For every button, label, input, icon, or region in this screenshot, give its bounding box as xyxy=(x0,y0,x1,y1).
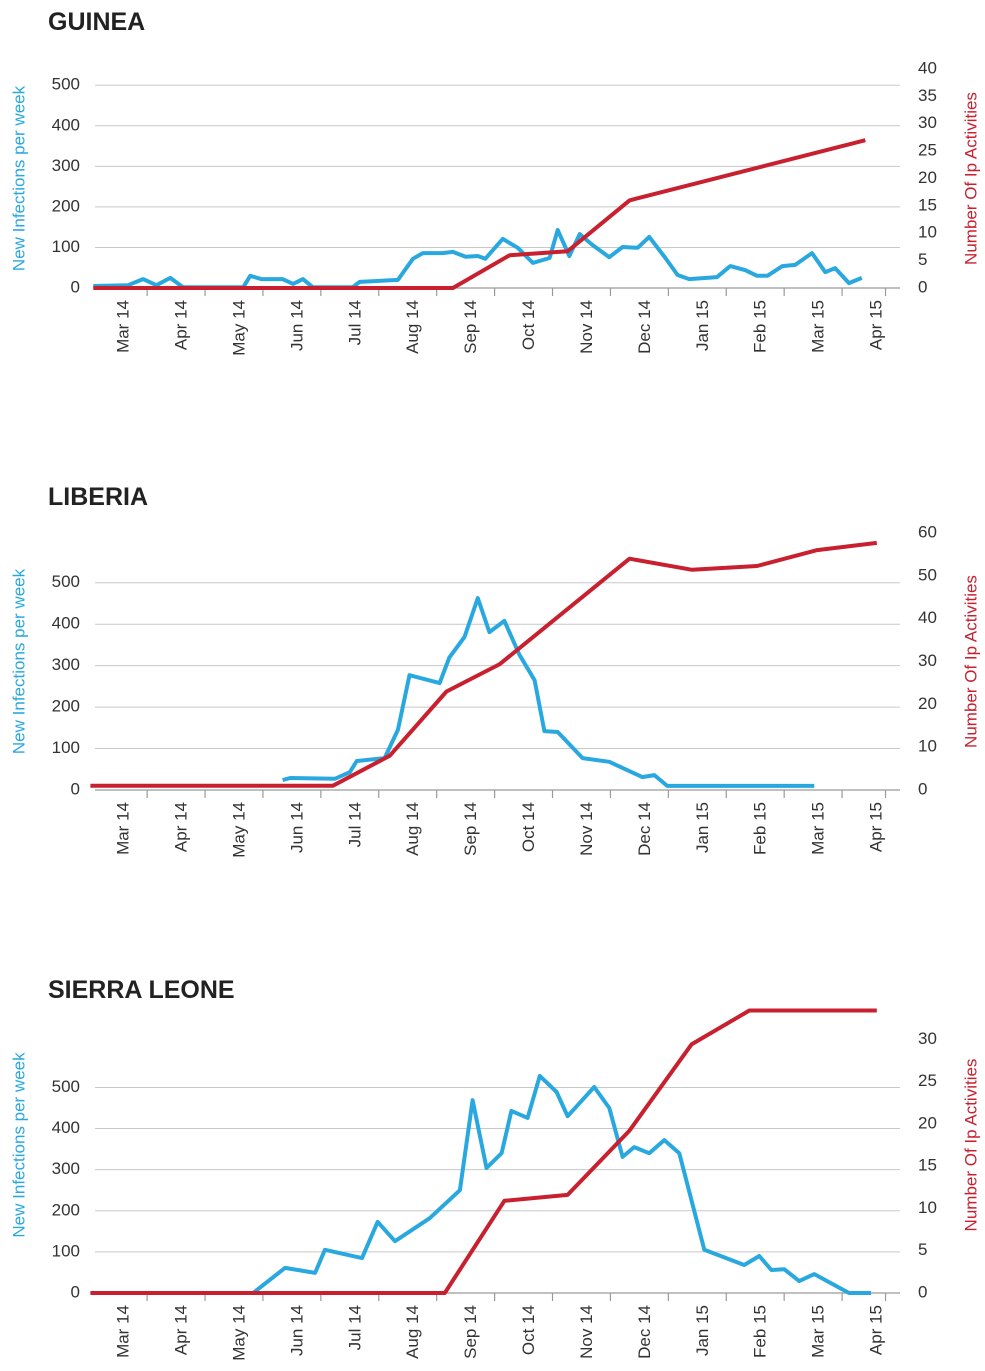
y2-tick-label: 20 xyxy=(918,694,937,713)
y2-tick-label: 30 xyxy=(918,651,937,670)
y2-axis-label: Number Of Ip Activities xyxy=(961,575,980,748)
y2-tick-label: 50 xyxy=(918,565,937,584)
activities-line xyxy=(93,138,866,290)
y2-tick-label: 15 xyxy=(918,1156,937,1175)
y2-tick-label: 20 xyxy=(918,168,937,187)
y-tick-label: 0 xyxy=(71,779,80,798)
x-tick-label: Jun 14 xyxy=(287,300,306,351)
x-tick-label: Dec 14 xyxy=(635,300,654,354)
y-tick-label: 500 xyxy=(52,572,80,591)
y-tick-label: 200 xyxy=(52,1200,80,1219)
y2-tick-label: 0 xyxy=(918,779,927,798)
x-tick-label: Apr 15 xyxy=(867,1305,886,1355)
x-tick-label: Mar 15 xyxy=(809,300,828,353)
x-tick-label: Dec 14 xyxy=(635,1305,654,1359)
x-tick-label: Aug 14 xyxy=(403,802,422,856)
x-tick-label: Nov 14 xyxy=(577,300,596,354)
x-tick-label: Oct 14 xyxy=(519,802,538,852)
x-tick-label: Mar 15 xyxy=(809,802,828,855)
chart-title: SIERRA LEONE xyxy=(48,976,235,1004)
y-tick-label: 300 xyxy=(52,1159,80,1178)
x-tick-label: May 14 xyxy=(229,1305,248,1361)
y2-tick-label: 10 xyxy=(918,1198,937,1217)
x-tick-label: Apr 14 xyxy=(172,300,191,350)
x-tick-label: Nov 14 xyxy=(577,802,596,856)
x-tick-label: Mar 14 xyxy=(114,300,133,353)
y-tick-label: 0 xyxy=(71,277,80,296)
y-tick-label: 100 xyxy=(52,738,80,757)
y2-axis-label: Number Of Ip Activities xyxy=(961,1059,980,1232)
y2-tick-label: 5 xyxy=(918,1240,927,1259)
x-tick-label: Jul 14 xyxy=(345,300,364,345)
y-tick-label: 400 xyxy=(52,614,80,633)
x-tick-label: Jun 14 xyxy=(287,1305,306,1356)
y2-tick-label: 35 xyxy=(918,86,937,105)
x-tick-label: Mar 14 xyxy=(114,1305,133,1358)
x-tick-label: Nov 14 xyxy=(577,1305,596,1359)
x-tick-label: Aug 14 xyxy=(403,1305,422,1359)
y-tick-label: 300 xyxy=(52,655,80,674)
y-axis-label: New Infections per week xyxy=(9,1052,28,1238)
x-tick-label: Oct 14 xyxy=(519,1305,538,1355)
y-tick-label: 100 xyxy=(52,237,80,256)
x-tick-label: Feb 15 xyxy=(751,1305,770,1358)
x-tick-label: Jun 14 xyxy=(287,802,306,853)
y-tick-label: 400 xyxy=(52,1118,80,1137)
x-tick-label: Sep 14 xyxy=(461,300,480,354)
x-tick-label: Feb 15 xyxy=(751,300,770,353)
activities-line xyxy=(90,540,878,788)
y2-tick-label: 40 xyxy=(918,608,937,627)
y-axis-label: New Infections per week xyxy=(9,568,28,754)
y-tick-label: 200 xyxy=(52,196,80,215)
x-tick-label: Jan 15 xyxy=(693,1305,712,1356)
x-tick-label: Apr 15 xyxy=(867,802,886,852)
y2-tick-label: 20 xyxy=(918,1113,937,1132)
y2-tick-label: 40 xyxy=(918,58,937,77)
y-axis-label: New Infections per week xyxy=(9,85,28,271)
y-tick-label: 200 xyxy=(52,697,80,716)
x-tick-label: Dec 14 xyxy=(635,802,654,856)
x-tick-label: Sep 14 xyxy=(461,1305,480,1359)
chart-title: LIBERIA xyxy=(48,483,148,511)
x-tick-label: Feb 15 xyxy=(751,802,770,855)
y2-tick-label: 25 xyxy=(918,141,937,160)
y2-tick-label: 10 xyxy=(918,223,937,242)
y-tick-label: 400 xyxy=(52,115,80,134)
y-tick-label: 300 xyxy=(52,156,80,175)
y2-tick-label: 30 xyxy=(918,1029,937,1048)
y-tick-label: 500 xyxy=(52,75,80,94)
y2-tick-label: 15 xyxy=(918,195,937,214)
y2-tick-label: 10 xyxy=(918,737,937,756)
x-tick-label: Aug 14 xyxy=(403,300,422,354)
y2-axis-label: Number Of Ip Activities xyxy=(961,92,980,265)
x-tick-label: Jan 15 xyxy=(693,802,712,853)
x-tick-label: Jul 14 xyxy=(345,802,364,847)
x-tick-label: Mar 14 xyxy=(114,802,133,855)
x-tick-label: Oct 14 xyxy=(519,300,538,350)
x-tick-label: Sep 14 xyxy=(461,802,480,856)
x-tick-label: May 14 xyxy=(229,802,248,858)
x-tick-label: Apr 15 xyxy=(867,300,886,350)
infections-line xyxy=(93,228,863,290)
y-tick-label: 0 xyxy=(71,1282,80,1301)
x-tick-label: Apr 14 xyxy=(172,802,191,852)
activities-line xyxy=(90,1008,877,1295)
y2-tick-label: 5 xyxy=(918,250,927,269)
infections-line xyxy=(282,596,815,788)
x-tick-label: Jul 14 xyxy=(345,1305,364,1350)
x-tick-label: Jan 15 xyxy=(693,300,712,351)
x-tick-label: May 14 xyxy=(229,300,248,356)
chart-title: GUINEA xyxy=(48,8,145,36)
y2-tick-label: 30 xyxy=(918,113,937,132)
y-tick-label: 100 xyxy=(52,1241,80,1260)
y2-tick-label: 0 xyxy=(918,1282,927,1301)
y2-tick-label: 0 xyxy=(918,277,927,296)
y-tick-label: 500 xyxy=(52,1077,80,1096)
y2-tick-label: 60 xyxy=(918,522,937,541)
x-tick-label: Mar 15 xyxy=(809,1305,828,1358)
y2-tick-label: 25 xyxy=(918,1071,937,1090)
x-tick-label: Apr 14 xyxy=(172,1305,191,1355)
infections-line xyxy=(251,1073,871,1295)
